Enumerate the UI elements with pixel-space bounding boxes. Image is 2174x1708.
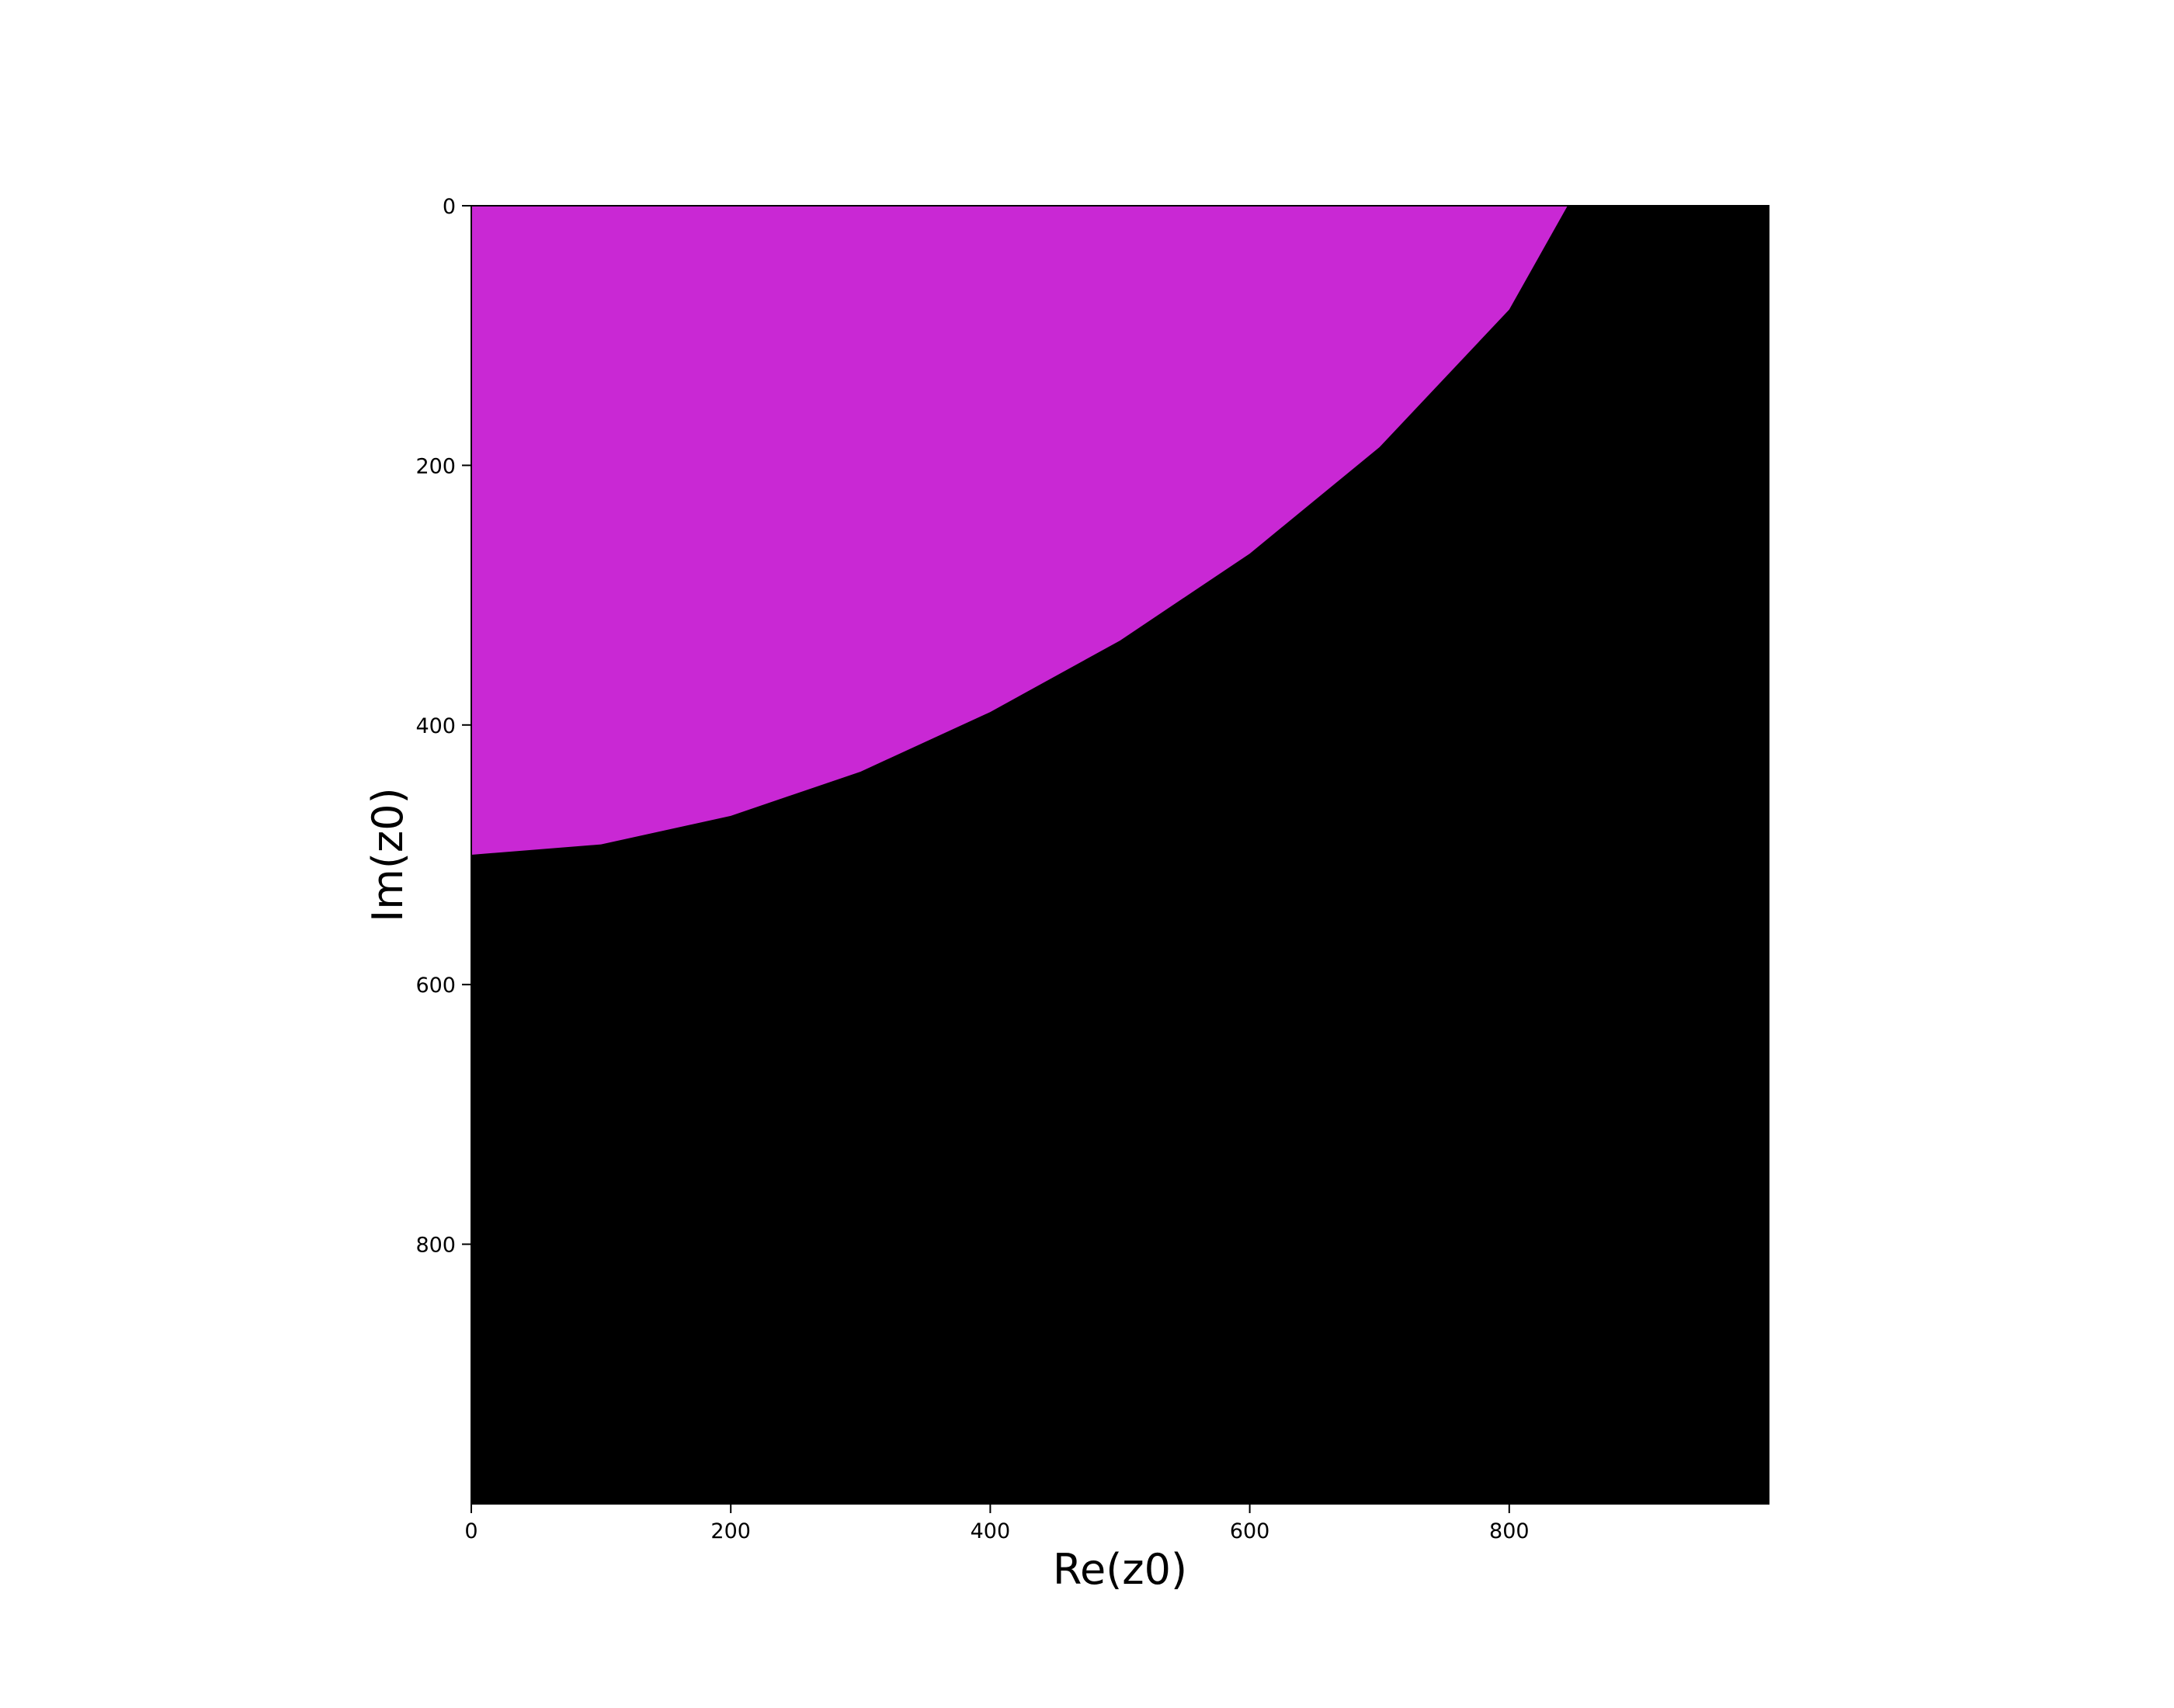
- plot-area: [471, 205, 1769, 1505]
- y-tick-label: 200: [415, 454, 456, 478]
- y-axis-ticks: 0 200 400 600 800: [415, 195, 471, 1258]
- y-tick-label: 600: [415, 974, 456, 998]
- x-axis-label: Re(z0): [1053, 1545, 1187, 1594]
- x-tick-label: 400: [971, 1519, 1011, 1543]
- y-axis-label: Im(z0): [363, 787, 412, 922]
- y-tick-label: 0: [443, 195, 456, 219]
- x-axis-ticks: 0 200 400 600 800: [464, 1504, 1530, 1543]
- x-tick-label: 0: [464, 1519, 478, 1543]
- y-tick-label: 800: [415, 1234, 456, 1258]
- x-tick-label: 600: [1230, 1519, 1270, 1543]
- inside-region: [471, 206, 1568, 855]
- y-tick-label: 400: [415, 714, 456, 738]
- x-tick-label: 200: [710, 1519, 751, 1543]
- x-tick-label: 800: [1489, 1519, 1530, 1543]
- plot-frame: [471, 205, 1769, 1505]
